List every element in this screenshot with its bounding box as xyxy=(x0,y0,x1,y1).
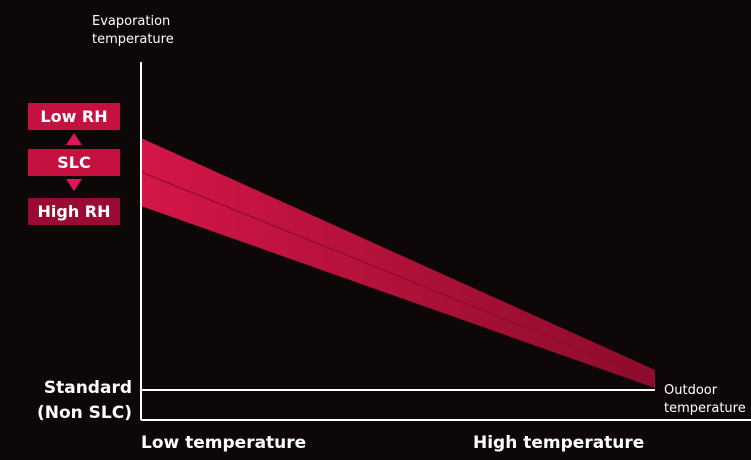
x-axis-title-line1: Outdoor xyxy=(664,383,718,398)
slc-center-line xyxy=(140,171,656,381)
x-axis-title-line2: temperature xyxy=(664,401,746,416)
low-temperature-label: Low temperature xyxy=(141,433,307,453)
y-axis-title-line1: Evaporation xyxy=(92,14,171,29)
slc-range-band xyxy=(141,138,655,388)
standard-label-line2: (Non SLC) xyxy=(36,403,132,423)
slc-badge: SLC xyxy=(28,149,120,176)
standard-label-line1: Standard xyxy=(43,378,132,398)
low-rh-badge: Low RH xyxy=(28,103,120,130)
standard-label: Standard (Non SLC) xyxy=(0,376,132,426)
triangle-up-icon xyxy=(66,133,82,145)
x-axis-title: Outdoor temperature xyxy=(664,382,746,418)
high-temperature-label: High temperature xyxy=(473,433,645,453)
high-rh-badge: High RH xyxy=(28,198,120,225)
triangle-down-icon xyxy=(66,179,82,191)
y-axis-title-line2: temperature xyxy=(92,32,174,47)
y-axis-title: Evaporation temperature xyxy=(92,13,174,49)
